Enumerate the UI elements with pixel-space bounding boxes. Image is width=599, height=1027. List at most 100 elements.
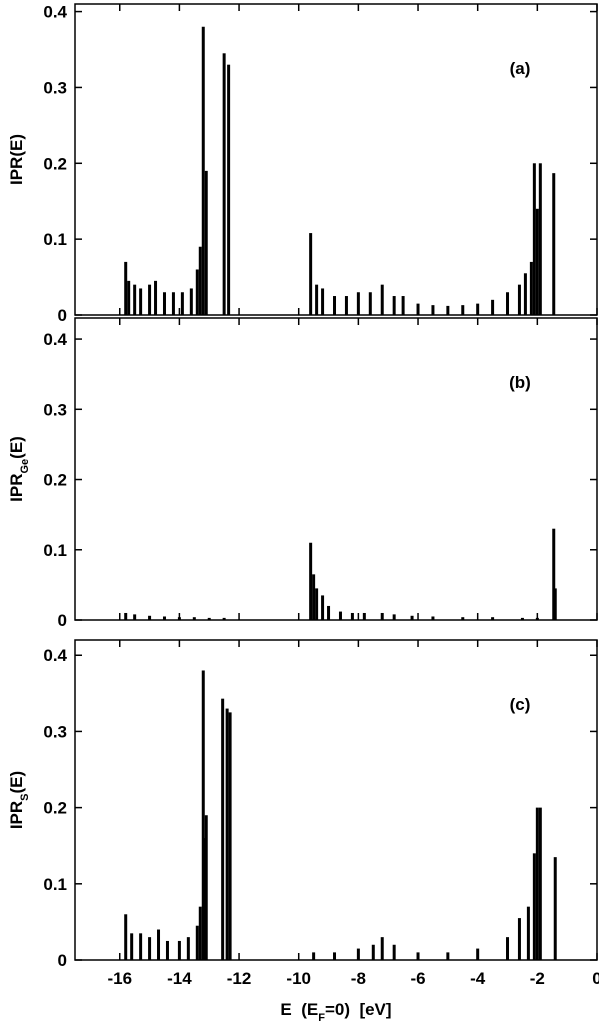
bar <box>535 208 539 315</box>
bar <box>538 163 542 315</box>
bar <box>410 615 414 620</box>
bar <box>222 53 226 316</box>
bar <box>520 617 524 620</box>
y-tick-label: 0.3 <box>43 722 67 741</box>
bar <box>491 617 495 620</box>
bar <box>517 918 521 960</box>
x-axis-label-main: E (E <box>280 1000 318 1019</box>
bar <box>553 857 557 960</box>
bar <box>195 269 199 315</box>
x-tick-label: 0 <box>592 969 599 988</box>
bar <box>133 614 137 620</box>
bar <box>222 617 226 620</box>
bar <box>148 615 152 620</box>
bar <box>204 815 208 960</box>
y-tick-label: 0.4 <box>43 646 67 665</box>
bar <box>139 288 143 315</box>
y-axis-label-main: IPR <box>7 801 26 829</box>
bar <box>392 296 396 315</box>
bar <box>552 528 556 620</box>
bar <box>371 944 375 960</box>
bar <box>553 588 557 620</box>
bar <box>356 292 360 315</box>
bar <box>461 617 465 620</box>
bar <box>130 933 134 960</box>
bar <box>338 611 342 620</box>
bar <box>532 163 536 315</box>
bar <box>327 605 331 620</box>
bar <box>321 288 325 315</box>
bar <box>380 284 384 315</box>
y-axis-label-suffix: (E) <box>7 436 26 459</box>
bar <box>133 284 137 315</box>
x-tick-label: -4 <box>470 969 486 988</box>
bar <box>380 612 384 620</box>
bar <box>201 670 205 960</box>
y-axis-label: IPR(E) <box>7 134 26 185</box>
bar <box>523 273 527 315</box>
bar <box>392 614 396 620</box>
x-axis-label: E (EF=0) [eV] <box>280 1000 391 1024</box>
bar <box>198 906 202 960</box>
x-tick-label: -10 <box>286 969 311 988</box>
bar <box>506 292 510 315</box>
bar <box>192 617 196 620</box>
bar <box>177 940 181 960</box>
bar <box>529 261 533 315</box>
bar <box>517 284 521 315</box>
y-tick-label: 0.4 <box>43 3 67 22</box>
bar <box>154 280 158 315</box>
bar <box>526 906 530 960</box>
panel-label: (c) <box>510 695 531 714</box>
bar <box>491 299 495 315</box>
bar <box>446 305 450 315</box>
x-tick-label: -12 <box>227 969 252 988</box>
bar <box>538 807 542 960</box>
bar <box>552 173 556 315</box>
y-tick-label: 0.2 <box>43 471 67 490</box>
bar <box>198 246 202 315</box>
bar <box>162 292 166 315</box>
y-axis-label-main: IPR(E) <box>7 134 26 185</box>
bar <box>124 914 128 960</box>
y-axis-label: IPRS(E) <box>7 771 31 829</box>
bar <box>446 952 450 960</box>
y-tick-label: 0 <box>58 306 67 325</box>
bar <box>124 612 128 620</box>
x-axis-label-sub: F <box>318 1012 325 1024</box>
x-tick-label: -16 <box>107 969 132 988</box>
bar <box>392 944 396 960</box>
bar <box>535 807 539 960</box>
y-tick-label: 0.1 <box>43 230 67 249</box>
bar <box>201 26 205 315</box>
x-tick-label: -6 <box>410 969 425 988</box>
bar <box>195 925 199 960</box>
y-tick-label: 0 <box>58 611 67 630</box>
bar <box>309 233 313 315</box>
panel-label: (b) <box>509 373 531 392</box>
bar <box>401 296 405 315</box>
bar <box>227 64 231 316</box>
bar <box>127 280 131 315</box>
bar <box>312 574 316 620</box>
x-tick-label: -14 <box>167 969 192 988</box>
plot-frame <box>74 3 598 316</box>
y-axis-label: IPRGe(E) <box>7 436 31 502</box>
bar <box>204 170 208 315</box>
y-tick-label: 0 <box>58 951 67 970</box>
bar <box>315 284 319 315</box>
bar <box>162 616 166 620</box>
y-tick-label: 0.4 <box>43 330 67 349</box>
y-tick-label: 0.2 <box>43 154 67 173</box>
bar <box>157 929 161 960</box>
bar <box>506 937 510 960</box>
y-tick-label: 0.1 <box>43 875 67 894</box>
bar <box>124 261 128 315</box>
bar <box>228 712 232 960</box>
bar <box>312 952 316 960</box>
bar <box>139 933 143 960</box>
y-axis-label-main: IPR <box>7 474 26 502</box>
bar <box>165 940 169 960</box>
bar <box>189 288 193 315</box>
